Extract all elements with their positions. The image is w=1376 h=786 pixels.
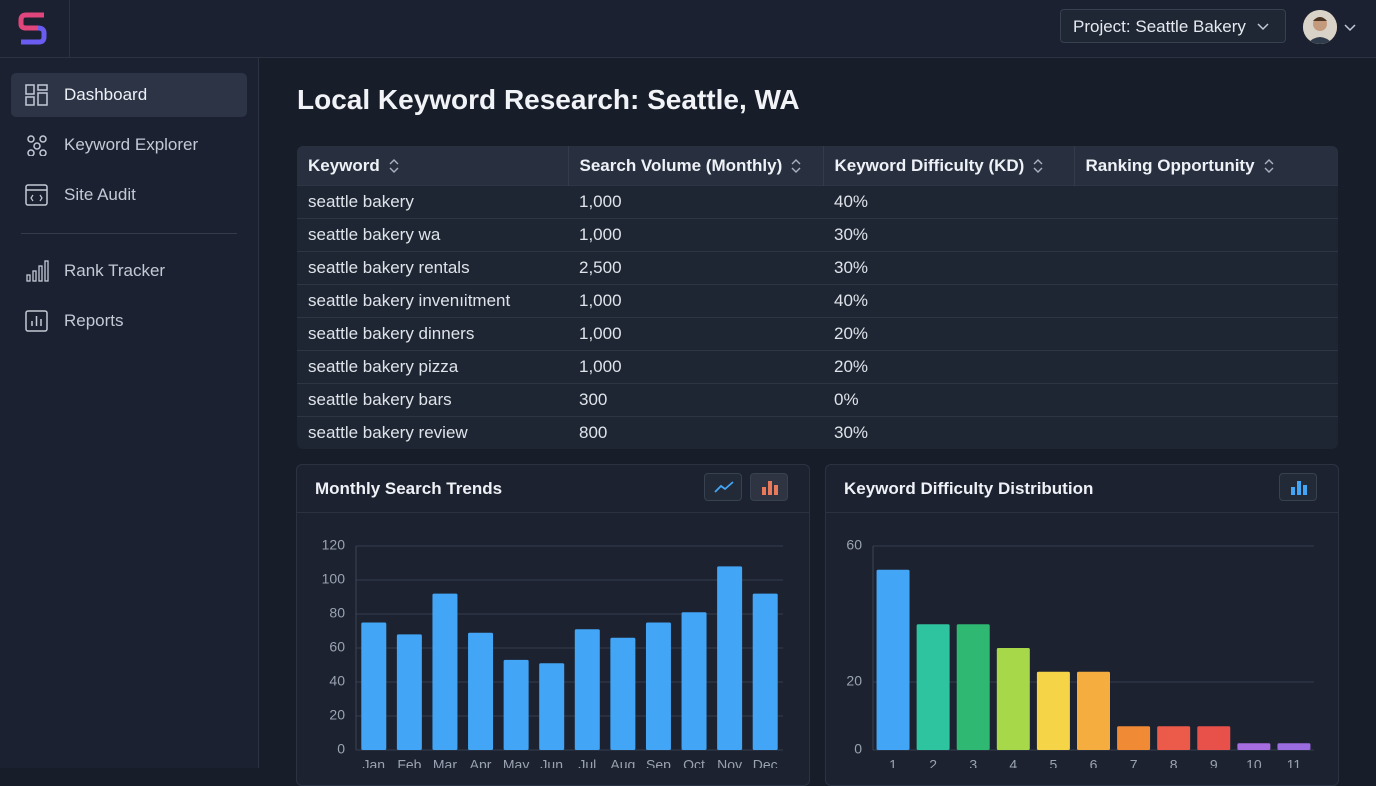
sort-icon bbox=[389, 159, 399, 174]
table-row: seattle bakery pizza 1,000 20% bbox=[297, 350, 1338, 384]
column-title: Ranking Opportunity bbox=[1085, 155, 1255, 175]
column-header: Keyword Difficulty (KD) bbox=[823, 146, 1075, 186]
table-cell: 1,000 bbox=[568, 185, 823, 219]
page-title: Local Keyword Research: Seattle, WA bbox=[297, 84, 800, 115]
column-title: Search Volume (Monthly) bbox=[579, 155, 783, 175]
panel-title: Monthly Search Trends bbox=[315, 479, 503, 498]
opportunity-cell bbox=[1074, 317, 1338, 351]
nav-label: Dashboard bbox=[64, 85, 148, 104]
logo-icon bbox=[18, 12, 47, 45]
sort-icon bbox=[1264, 159, 1274, 174]
table-cell: seattle bakery review bbox=[297, 416, 568, 449]
table-cell: 30% bbox=[823, 251, 1074, 285]
chevron bbox=[1257, 23, 1269, 31]
nav-label: Rank Tracker bbox=[64, 261, 166, 280]
opportunity-cell bbox=[1074, 383, 1338, 417]
nav-icon bbox=[26, 260, 49, 282]
table-header: Keyword Search Volume (Monthly) Keyword Di… bbox=[297, 146, 1338, 186]
nav-item[interactable]: Keyword Explorer bbox=[11, 123, 247, 167]
opportunity-cell bbox=[1074, 284, 1338, 318]
panel-title: Keyword Difficulty Distribution bbox=[844, 479, 1094, 498]
table-cell: seattle bakery dinners bbox=[297, 317, 568, 351]
account-chevron[interactable] bbox=[1344, 24, 1356, 32]
chart-panel: Keyword Difficulty Distribution bbox=[825, 464, 1339, 786]
column-header: Keyword bbox=[297, 146, 569, 186]
table-cell: 1,000 bbox=[568, 317, 823, 351]
nav-icon bbox=[25, 184, 48, 206]
line-icon bbox=[714, 481, 734, 493]
nav-label: Site Audit bbox=[64, 185, 136, 204]
table-cell: 2,500 bbox=[568, 251, 823, 285]
table-row: seattle bakery invenıitment 1,000 40% bbox=[297, 284, 1338, 318]
panel-divider bbox=[297, 512, 809, 513]
project-selector[interactable]: Project: Seattle Bakery bbox=[1060, 9, 1286, 43]
opportunity-cell bbox=[1074, 185, 1338, 219]
table-cell: 20% bbox=[823, 317, 1074, 351]
table-row: seattle bakery bars 300 0% bbox=[297, 383, 1338, 417]
table-body: seattle bakery 1,000 40% seattle bakery wa 1… bbox=[297, 185, 1338, 449]
table-cell: 1,000 bbox=[568, 218, 823, 252]
table-cell: 300 bbox=[568, 383, 823, 417]
nav-icon bbox=[25, 84, 48, 106]
table-row: seattle bakery rentals 2,500 30% bbox=[297, 251, 1338, 285]
bar-view-button[interactable] bbox=[1279, 473, 1317, 501]
bar-view-button[interactable] bbox=[750, 473, 788, 501]
sidebar: Dashboard Keyword Explorer Site Audit Ra… bbox=[0, 58, 259, 768]
table-cell: 800 bbox=[568, 416, 823, 449]
nav-item[interactable]: Site Audit bbox=[11, 173, 247, 217]
sort-arrows bbox=[1033, 159, 1043, 174]
table-cell: 30% bbox=[823, 416, 1074, 449]
nav-label: Reports bbox=[64, 311, 124, 330]
table-row: seattle bakery 1,000 40% bbox=[297, 185, 1338, 219]
table-row: seattle bakery review 800 30% bbox=[297, 416, 1338, 449]
table-row: seattle bakery dinners 1,000 20% bbox=[297, 317, 1338, 351]
opportunity-cell bbox=[1074, 251, 1338, 285]
line-view-button[interactable] bbox=[704, 473, 742, 501]
table-cell: seattle bakery wa bbox=[297, 218, 568, 252]
sidebar-divider bbox=[21, 233, 237, 234]
sort-arrows bbox=[791, 159, 801, 174]
nav-item[interactable]: Reports bbox=[11, 299, 247, 343]
nav-icon bbox=[27, 135, 47, 156]
bar-icon bbox=[762, 481, 778, 495]
nav-item[interactable]: Dashboard bbox=[11, 73, 247, 117]
nav-label: Keyword Explorer bbox=[64, 135, 199, 154]
avatar[interactable] bbox=[1303, 10, 1337, 44]
avatar-image bbox=[1303, 10, 1337, 44]
table-cell: 0% bbox=[823, 383, 1074, 417]
table-cell: seattle bakery pizza bbox=[297, 350, 568, 384]
nav-item[interactable]: Rank Tracker bbox=[11, 249, 247, 293]
table-cell: 30% bbox=[823, 218, 1074, 252]
table-cell: 1,000 bbox=[568, 284, 823, 318]
table-cell: seattle bakery invenıitment bbox=[297, 284, 568, 318]
column-header: Ranking Opportunity bbox=[1074, 146, 1338, 186]
table-cell: seattle bakery bbox=[297, 185, 568, 219]
bar-icon bbox=[1291, 481, 1307, 495]
table-cell: 40% bbox=[823, 185, 1074, 219]
column-title: Keyword bbox=[308, 155, 380, 175]
table-cell: seattle bakery bars bbox=[297, 383, 568, 417]
column-header: Search Volume (Monthly) bbox=[568, 146, 824, 186]
table-cell: 1,000 bbox=[568, 350, 823, 384]
table-cell: seattle bakery rentals bbox=[297, 251, 568, 285]
table-cell: 20% bbox=[823, 350, 1074, 384]
project-name: Project: Seattle Bakery bbox=[1073, 17, 1246, 36]
column-title: Keyword Difficulty (KD) bbox=[834, 155, 1025, 175]
top-bar: Project: Seattle Bakery bbox=[0, 0, 1376, 58]
table-row: seattle bakery wa 1,000 30% bbox=[297, 218, 1338, 252]
opportunity-cell bbox=[1074, 350, 1338, 384]
chart-panel: Monthly Search Trends bbox=[296, 464, 810, 786]
sort-arrows bbox=[1264, 159, 1274, 174]
logo[interactable] bbox=[0, 0, 70, 57]
panel-divider bbox=[826, 512, 1338, 513]
opportunity-cell bbox=[1074, 218, 1338, 252]
sort-icon bbox=[791, 159, 801, 174]
table-cell: 40% bbox=[823, 284, 1074, 318]
keyword-table: Keyword Search Volume (Monthly) Keyword Di… bbox=[297, 146, 1338, 449]
sort-arrows bbox=[389, 159, 399, 174]
opportunity-cell bbox=[1074, 416, 1338, 449]
nav-icon bbox=[25, 310, 48, 332]
sort-icon bbox=[1033, 159, 1043, 174]
